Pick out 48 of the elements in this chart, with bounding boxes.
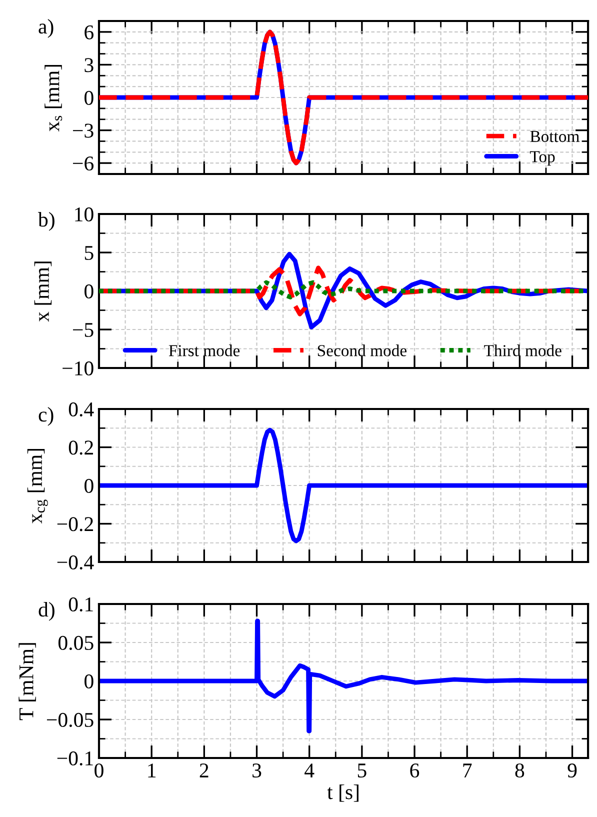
x-tick-label: 3 [252,764,262,778]
y-tick-label: −0.4 [57,555,94,570]
y-tick-label: −3 [73,124,94,138]
y-tick-label: −5 [73,323,94,337]
y-tick-label: 5 [84,246,94,260]
y-tick-label: 0 [84,90,94,105]
y-tick-label: 0 [84,674,94,688]
y-tick-label: 0.05 [58,636,94,650]
line-series [99,618,588,734]
x-axis-title: t [s] [327,784,358,802]
legend-label: Bottom [530,130,580,142]
y-tick-label: 0.4 [68,402,94,417]
x-tick-label: 7 [463,764,472,778]
y-axis-title: T [mNm] [18,643,36,720]
x-tick-label: 6 [410,764,420,778]
y-axis-title: x$_{s}$ [mm] [44,64,62,132]
y-tick-label: 10 [75,207,94,222]
text: b) [38,212,54,231]
x-tick-label: 1 [148,764,156,778]
line-series [99,280,588,300]
y-tick-label: 0 [84,478,94,493]
y-tick-label: −0.05 [46,712,94,728]
line-series [99,428,588,544]
text: d) [38,602,54,621]
y-axis-title: x$_{cg}$ [mm] [27,448,48,524]
y-tick-label: −10 [62,361,94,376]
y-tick-label: 6 [84,25,94,40]
line-series [99,30,588,166]
legend-label: Second mode [318,344,407,356]
x-tick-label: 8 [515,763,524,778]
y-tick-label: −0.2 [57,517,93,532]
y-tick-label: 0.2 [68,440,93,455]
legend-label: First mode [168,344,240,356]
y-axis-title: x [mm] [34,262,52,322]
text: c) [38,407,54,426]
legend-label: Top [530,151,555,166]
text: a) [38,19,54,38]
x-tick-label: 2 [200,764,208,778]
x-tick-label: 4 [304,764,314,778]
x-tick-label: 9 [568,764,577,778]
legend-label: Third mode [484,344,562,356]
x-tick-label: 5 [358,764,366,778]
y-tick-label: 0 [84,284,94,298]
y-tick-label: −0.1 [57,751,93,766]
y-tick-label: 3 [84,58,94,72]
y-tick-label: −6 [73,156,94,171]
x-tick-label: 0 [94,763,104,778]
y-tick-label: 0.1 [68,597,93,612]
